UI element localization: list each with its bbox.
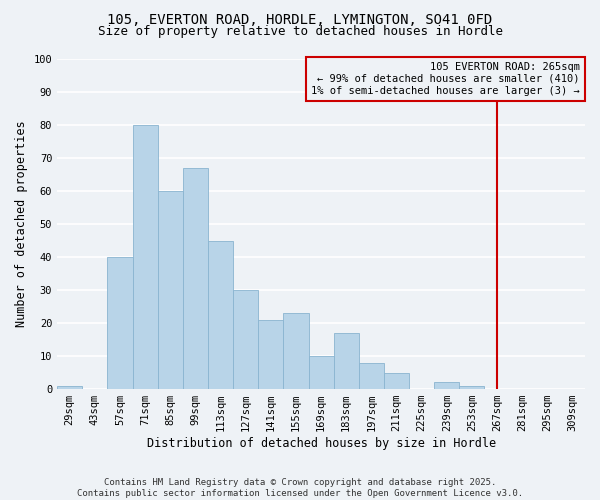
Text: Size of property relative to detached houses in Hordle: Size of property relative to detached ho… (97, 25, 503, 38)
Bar (460, 386, 484, 389)
Text: 105, EVERTON ROAD, HORDLE, LYMINGTON, SO41 0FD: 105, EVERTON ROAD, HORDLE, LYMINGTON, SO… (107, 12, 493, 26)
Bar (434, 382, 460, 389)
X-axis label: Distribution of detached houses by size in Hordle: Distribution of detached houses by size … (146, 437, 496, 450)
Text: 105 EVERTON ROAD: 265sqm
← 99% of detached houses are smaller (410)
1% of semi-d: 105 EVERTON ROAD: 265sqm ← 99% of detach… (311, 62, 580, 96)
Bar (208, 240, 233, 389)
Bar (384, 372, 409, 389)
Y-axis label: Number of detached properties: Number of detached properties (15, 120, 28, 328)
Bar (359, 362, 384, 389)
Bar (183, 168, 208, 389)
Bar (107, 257, 133, 389)
Bar (233, 290, 258, 389)
Bar (334, 333, 359, 389)
Bar (258, 320, 283, 389)
Text: Contains HM Land Registry data © Crown copyright and database right 2025.
Contai: Contains HM Land Registry data © Crown c… (77, 478, 523, 498)
Bar (308, 356, 334, 389)
Bar (133, 125, 158, 389)
Bar (283, 313, 308, 389)
Bar (158, 191, 183, 389)
Bar (57, 386, 82, 389)
